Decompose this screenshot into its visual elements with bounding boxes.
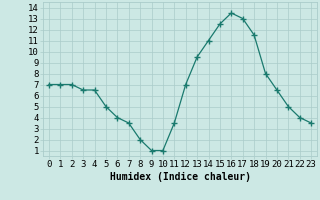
X-axis label: Humidex (Indice chaleur): Humidex (Indice chaleur): [109, 172, 251, 182]
